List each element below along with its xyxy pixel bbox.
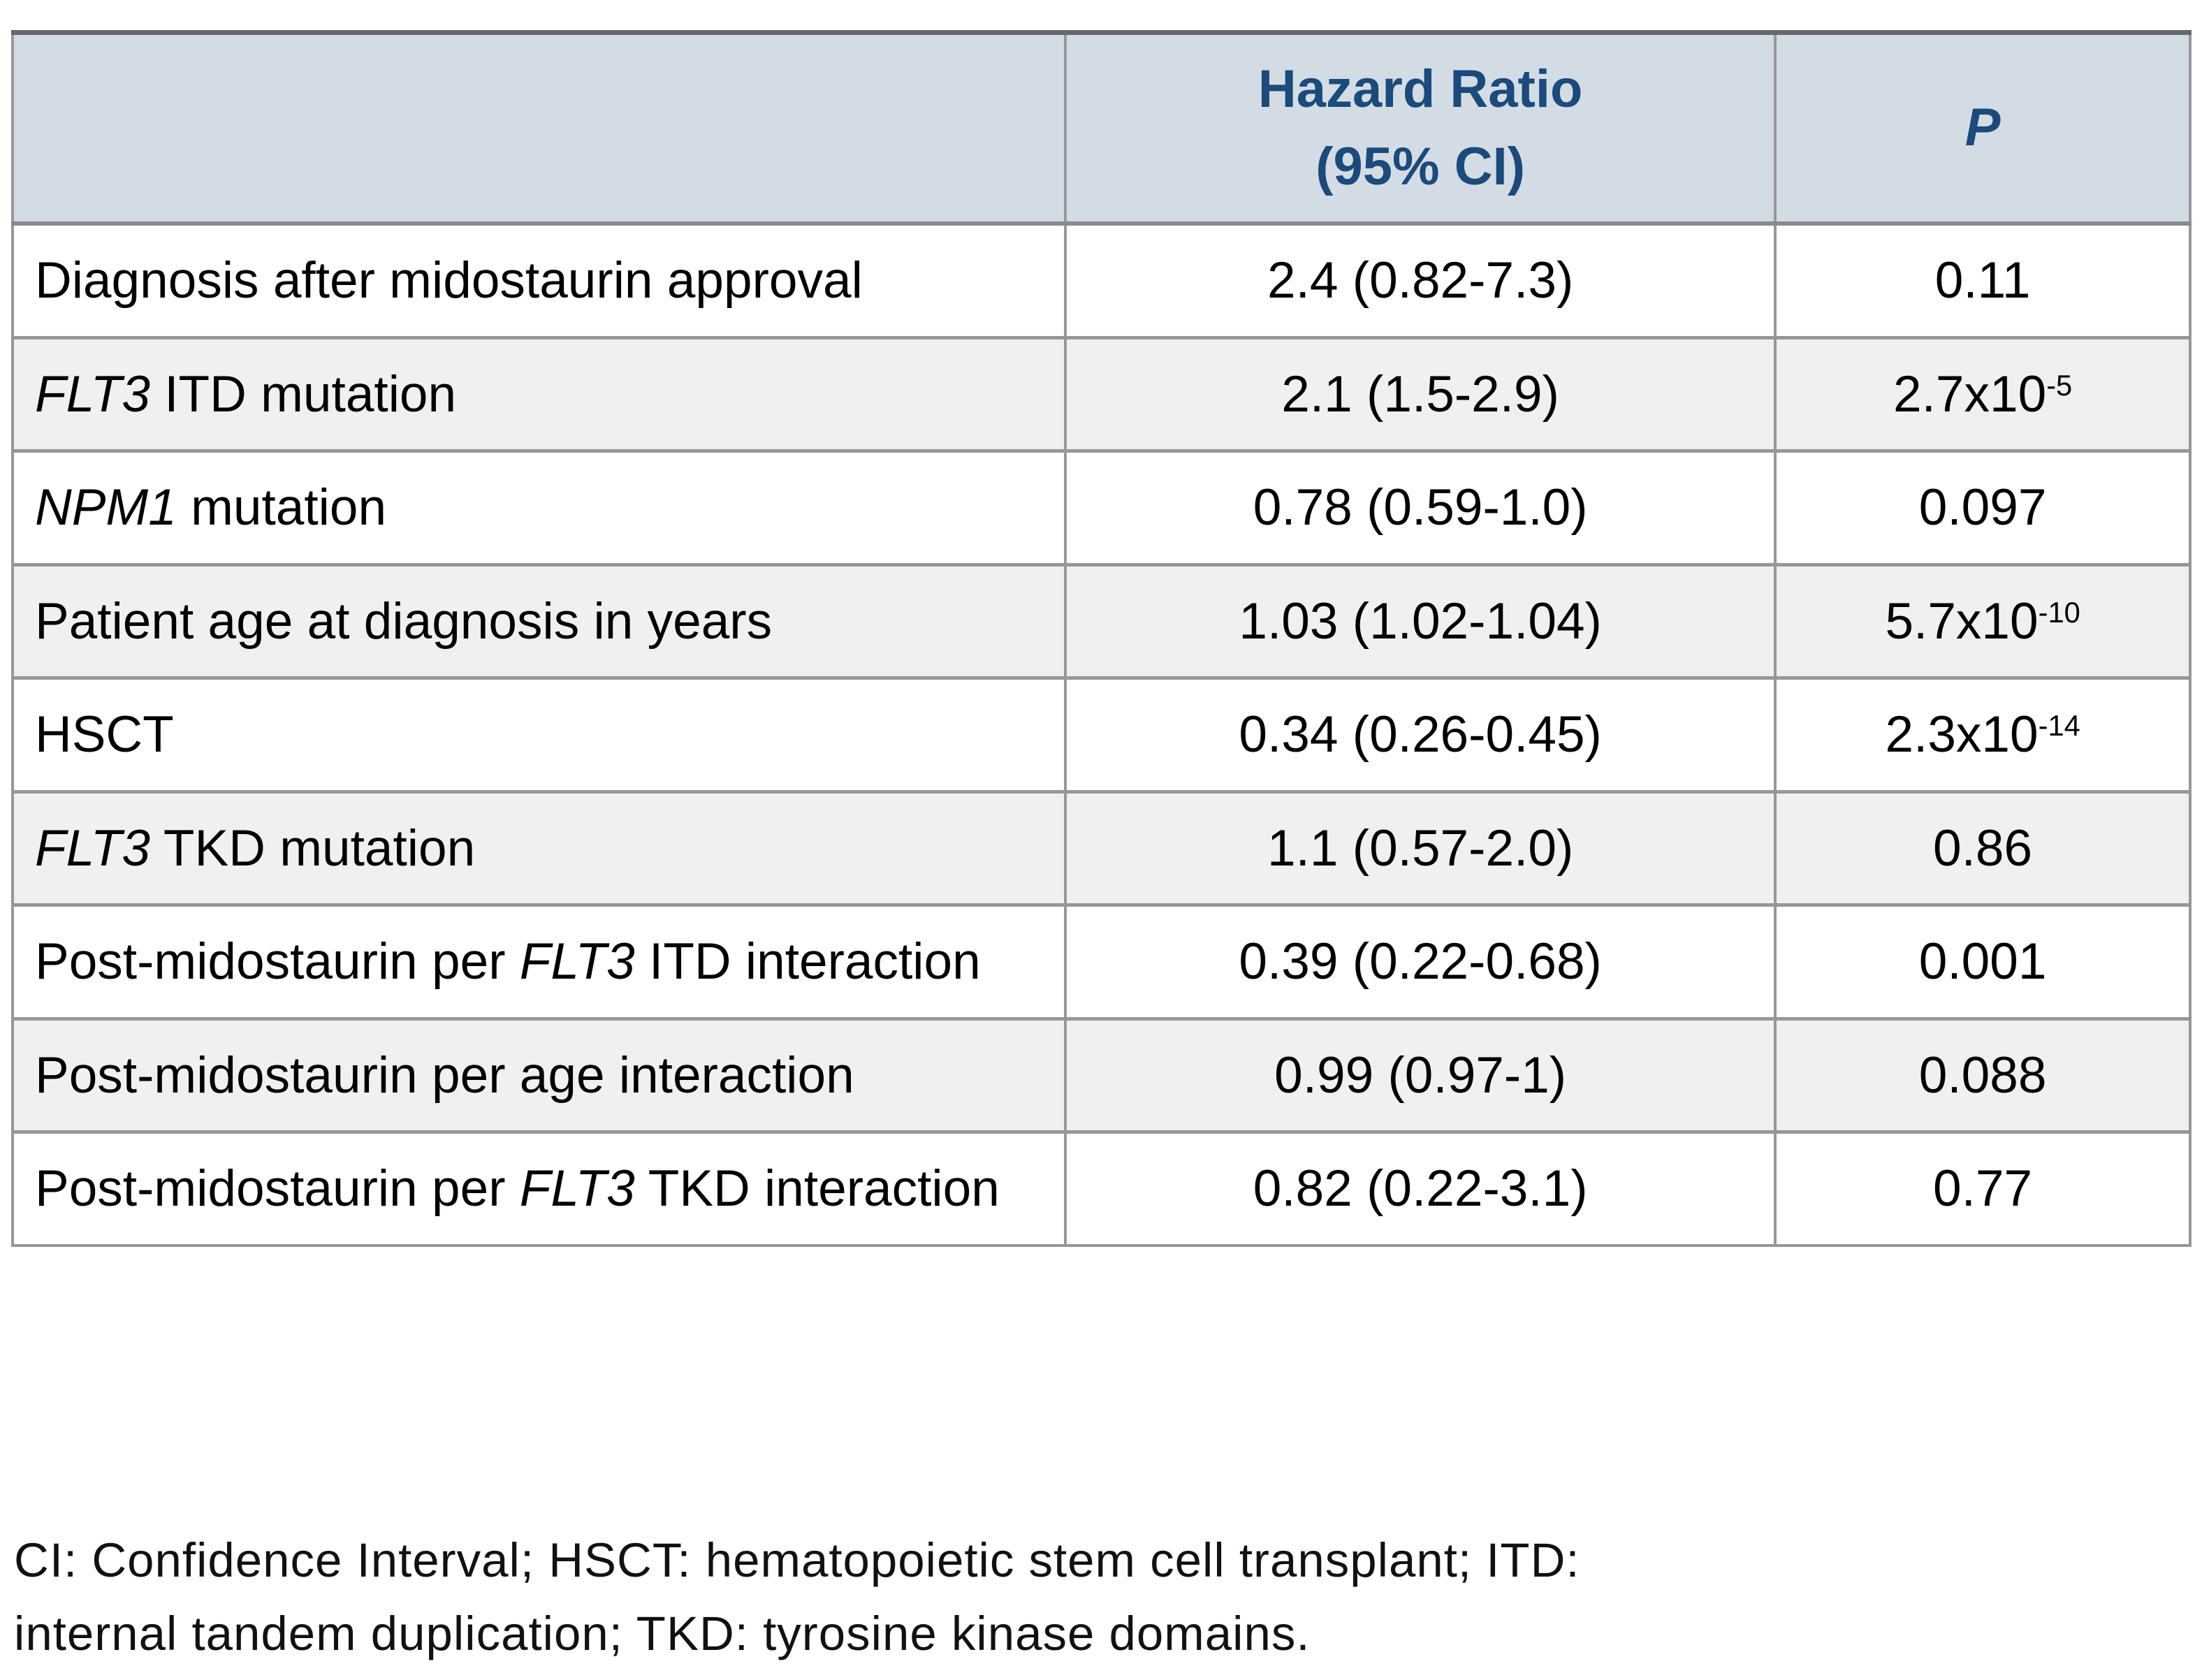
hazard-ratio-value: 2.4 (0.82-7.3) xyxy=(1064,222,1777,339)
p-value-base: 0.088 xyxy=(1918,1046,2047,1104)
hazard-ratio-value: 1.1 (0.57-2.0) xyxy=(1064,790,1777,907)
table-row: Patient age at diagnosis in years 1.03 (1… xyxy=(10,563,2192,680)
label-segment: Post-midostaurin per age interaction xyxy=(35,1046,854,1104)
hazard-ratio-value: 0.34 (0.26-0.45) xyxy=(1064,676,1777,793)
label-segment: NPM1 xyxy=(35,479,177,536)
table-body: Diagnosis after midostaurin approval 2.4 … xyxy=(10,222,2192,1247)
label-segment: FLT3 xyxy=(519,933,635,990)
p-value-base: 0.001 xyxy=(1918,933,2047,990)
p-value-base: 0.097 xyxy=(1918,479,2047,536)
row-label: HSCT xyxy=(10,676,1067,793)
p-value: 0.001 xyxy=(1774,903,2192,1020)
table-row: Diagnosis after midostaurin approval 2.4 … xyxy=(10,222,2192,339)
table-row: NPM1 mutation 0.78 (0.59-1.0) 0.097 xyxy=(10,449,2192,566)
label-segment: mutation xyxy=(176,479,387,536)
footnote-line2: internal tandem duplication; TKD: tyrosi… xyxy=(14,1606,1311,1660)
header-row: Hazard Ratio (95% CI) P xyxy=(10,31,2192,225)
hazard-ratio-table: Hazard Ratio (95% CI) P Diagnosis after … xyxy=(10,30,2192,1247)
row-label: Post-midostaurin per FLT3 ITD interactio… xyxy=(10,903,1067,1020)
table-row: FLT3 TKD mutation 1.1 (0.57-2.0) 0.86 xyxy=(10,790,2192,907)
p-value: 0.11 xyxy=(1774,222,2192,339)
p-value: 0.097 xyxy=(1774,449,2192,566)
p-value: 0.86 xyxy=(1774,790,2192,907)
hazard-ratio-value: 0.39 (0.22-0.68) xyxy=(1064,903,1777,1020)
row-label: FLT3 ITD mutation xyxy=(10,336,1067,453)
header-p: P xyxy=(1774,31,2192,225)
label-segment: Post-midostaurin per xyxy=(35,933,520,990)
p-value-exponent: -10 xyxy=(2038,595,2080,629)
table-row: Post-midostaurin per age interaction 0.99… xyxy=(10,1017,2192,1134)
label-segment: TKD mutation xyxy=(150,819,476,877)
hazard-ratio-value: 0.78 (0.59-1.0) xyxy=(1064,449,1777,566)
label-segment: FLT3 xyxy=(35,365,150,423)
table-row: Post-midostaurin per FLT3 TKD interactio… xyxy=(10,1130,2192,1247)
row-label: Post-midostaurin per FLT3 TKD interactio… xyxy=(10,1130,1067,1247)
label-segment: Post-midostaurin per xyxy=(35,1160,520,1217)
p-value-base: 0.86 xyxy=(1933,819,2033,877)
p-value-base: 5.7x10 xyxy=(1885,592,2039,650)
table-row: FLT3 ITD mutation 2.1 (1.5-2.9) 2.7x10-5 xyxy=(10,336,2192,453)
p-value: 2.3x10-14 xyxy=(1774,676,2192,793)
label-segment: ITD mutation xyxy=(150,365,457,423)
p-value: 2.7x10-5 xyxy=(1774,336,2192,453)
p-value: 0.088 xyxy=(1774,1017,2192,1134)
label-segment: Diagnosis after midostaurin approval xyxy=(35,252,863,309)
hazard-ratio-value: 2.1 (1.5-2.9) xyxy=(1064,336,1777,453)
header-p-label: P xyxy=(1964,98,2001,158)
row-label: Post-midostaurin per age interaction xyxy=(10,1017,1067,1134)
row-label: Patient age at diagnosis in years xyxy=(10,563,1067,680)
p-value-base: 2.3x10 xyxy=(1885,706,2039,763)
p-value: 5.7x10-10 xyxy=(1774,563,2192,680)
p-value-base: 2.7x10 xyxy=(1893,365,2047,423)
p-value-base: 0.77 xyxy=(1933,1160,2033,1217)
header-hazard-line1: Hazard Ratio xyxy=(1257,59,1583,119)
label-segment: TKD interaction xyxy=(634,1160,1000,1217)
p-value-base: 0.11 xyxy=(1934,252,2031,309)
header-hazard-ratio: Hazard Ratio (95% CI) xyxy=(1064,31,1777,225)
row-label: FLT3 TKD mutation xyxy=(10,790,1067,907)
label-segment: Patient age at diagnosis in years xyxy=(35,592,773,650)
p-value-exponent: -5 xyxy=(2046,368,2073,402)
footnote: CI: Confidence Interval; HSCT: hematopoi… xyxy=(14,1524,2190,1671)
p-value-exponent: -14 xyxy=(2038,709,2080,743)
header-hazard-line2: (95% CI) xyxy=(1315,136,1526,196)
label-segment: HSCT xyxy=(35,706,174,763)
header-empty-cell xyxy=(10,31,1067,225)
p-value: 0.77 xyxy=(1774,1130,2192,1247)
label-segment: FLT3 xyxy=(519,1160,635,1217)
hazard-ratio-value: 0.82 (0.22-3.1) xyxy=(1064,1130,1777,1247)
table-row: HSCT 0.34 (0.26-0.45) 2.3x10-14 xyxy=(10,676,2192,793)
label-segment: FLT3 xyxy=(35,819,150,877)
row-label: Diagnosis after midostaurin approval xyxy=(10,222,1067,339)
table-row: Post-midostaurin per FLT3 ITD interactio… xyxy=(10,903,2192,1020)
hazard-ratio-value: 1.03 (1.02-1.04) xyxy=(1064,563,1777,680)
row-label: NPM1 mutation xyxy=(10,449,1067,566)
hazard-ratio-value: 0.99 (0.97-1) xyxy=(1064,1017,1777,1134)
label-segment: ITD interaction xyxy=(634,933,981,990)
footnote-line1: CI: Confidence Interval; HSCT: hematopoi… xyxy=(14,1533,1580,1587)
